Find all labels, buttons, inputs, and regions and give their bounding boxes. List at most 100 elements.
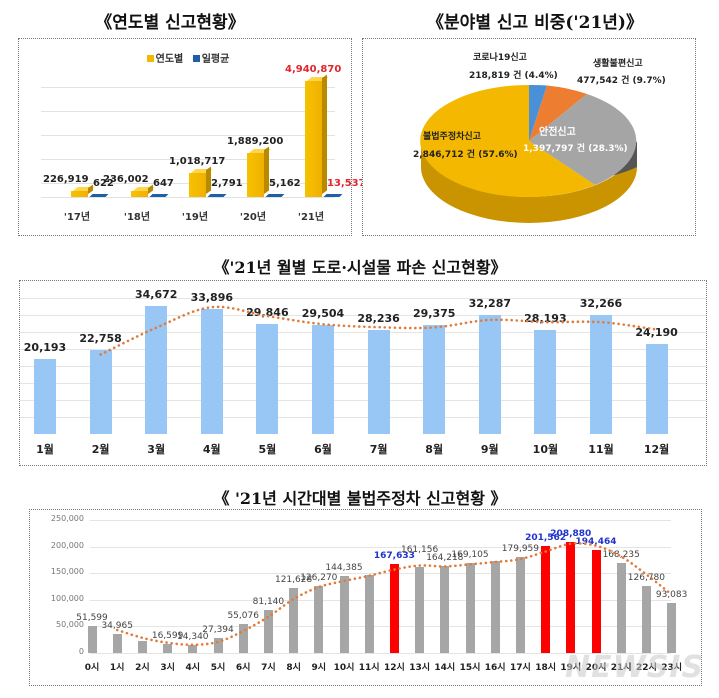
legend-label-daily: 일평균 [201,54,230,65]
daily-avg-bar [149,194,169,197]
hourly-bar-highlight [591,549,601,653]
hourly-value-label: 161,156 [400,545,439,556]
yearly-bar [305,81,322,197]
monthly-x-label: 1월 [36,443,54,456]
pie-label-safety-name: 안전신고 [539,127,576,138]
hourly-value-label: 201,562 [525,532,567,543]
monthly-x-label: 11월 [588,443,614,456]
hourly-chart: 250,000 200,000 150,000 100,000 50,000 0 51,5… [29,509,702,686]
yearly-value-label: 1,889,200 [227,136,284,147]
monthly-x-label: 4월 [202,443,221,456]
hourly-bar [314,585,324,653]
pie-label-parking-name: 불법주정차신고 [423,132,481,142]
monthly-value-label: 20,193 [23,341,67,355]
hourly-value-label: 144,385 [325,563,363,574]
pie-label-parking-value: 2,846,712 건 (57.6%) [413,150,518,160]
hourly-x-label: 12시 [383,663,405,673]
hourly-x-label: 10시 [333,663,355,673]
monthly-x-label: 8월 [425,443,444,456]
monthly-trendline [99,305,658,356]
hourly-y-tick: 150,000 [50,567,84,577]
legend-label-yearly: 연도별 [155,54,184,65]
category-pie-chart: 코로나19신고 218,819 건 (4.4%) 생활불편신고 477,542 … [362,38,696,236]
hourly-x-label: 23시 [661,663,682,673]
hourly-value-label: 126,270 [300,572,338,583]
hourly-bar [364,575,374,653]
hourly-value-label: 167,633 [373,550,415,561]
hourly-bar [667,603,677,653]
hourly-bar [112,634,122,653]
hourly-bar [515,557,525,653]
pie-label-living-value: 477,542 건 (9.7%) [577,76,666,86]
hourly-value-label: 27,394 [202,625,234,636]
yearly-bar [71,191,88,197]
yearly-x-label: '20년 [239,212,267,223]
hourly-y-tick: 200,000 [50,540,84,550]
hourly-gridline [90,599,671,601]
hourly-bar-highlight [541,545,551,653]
hourly-bar [289,588,299,653]
monthly-bar [89,349,112,434]
hourly-value-label: 51,599 [76,612,108,623]
hourly-x-label: 20시 [585,663,607,673]
hourly-gridline [90,653,671,654]
monthly-value-label: 29,375 [412,307,456,321]
hourly-gridline [90,546,671,548]
monthly-bar [478,314,501,434]
hourly-x-label: 1시 [109,663,125,673]
hourly-x-label: 7시 [261,663,276,673]
legend-swatch-blue-icon [192,55,200,62]
hourly-gridline [90,626,671,628]
monthly-value-label: 22,758 [79,331,122,345]
hourly-y-tick: 50,000 [56,620,84,630]
monthly-x-label: 5월 [258,443,277,456]
hourly-x-label: 0시 [84,663,100,673]
monthly-bar [590,314,612,434]
monthly-bar [423,325,446,434]
hourly-x-label: 16시 [484,663,506,673]
hourly-value-label: 14,340 [177,632,209,643]
hourly-bar [415,567,425,653]
hourly-value-label: 194,464 [575,536,617,547]
hourly-x-label: 14시 [434,663,456,673]
hourly-bar [263,609,273,653]
hourly-bar-highlight [566,541,576,653]
hourly-x-label: 15시 [459,663,481,673]
hourly-x-label: 13시 [409,663,430,673]
pie-chart-title: 《분야별 신고 비중('21년)》 [427,13,643,33]
monthly-bar [145,305,168,434]
monthly-value-label: 29,846 [246,305,289,319]
monthly-x-label: 12월 [643,443,670,456]
hourly-bar [490,560,500,653]
hourly-bar [87,625,97,653]
monthly-value-label: 28,236 [357,311,400,325]
yearly-legend: 연도별 일평균 [19,50,351,65]
yearly-value-label: 226,919 [43,174,89,185]
yearly-x-label: '21년 [297,212,325,223]
monthly-chart: 20,193 1월 22,758 2월 34,672 3월 33,896 4월 29,846 5월… [19,280,707,466]
monthly-bar [534,329,557,434]
monthly-bar [645,344,668,434]
hourly-x-label: 5시 [210,663,226,673]
pie-label-living-name: 생활불편신고 [593,59,643,69]
hourly-value-label: 93,083 [655,590,688,601]
daily-avg-value-label: 622 [93,178,114,189]
monthly-value-label: 32,287 [468,296,512,310]
yearly-x-label: '18년 [123,212,151,223]
monthly-bar [256,323,279,434]
hourly-value-label: 164,218 [426,552,464,563]
hourly-value-label: 81,140 [252,596,285,607]
yearly-bar [189,173,206,197]
daily-avg-value-label: 5,162 [269,178,301,189]
hourly-value-label: 126,780 [627,572,665,583]
yearly-chart-title: 《연도별 신고현황》 [95,13,245,33]
hourly-bar [238,623,248,653]
monthly-x-label: 6월 [314,443,332,456]
hourly-x-label: 19시 [560,663,582,673]
hourly-x-label: 18시 [535,663,556,673]
hourly-y-tick: 250,000 [50,514,84,523]
daily-avg-value-label: 2,791 [211,178,243,189]
hourly-x-label: 6시 [235,663,251,673]
hourly-bar [137,641,147,653]
hourly-x-label: 11시 [358,663,380,673]
